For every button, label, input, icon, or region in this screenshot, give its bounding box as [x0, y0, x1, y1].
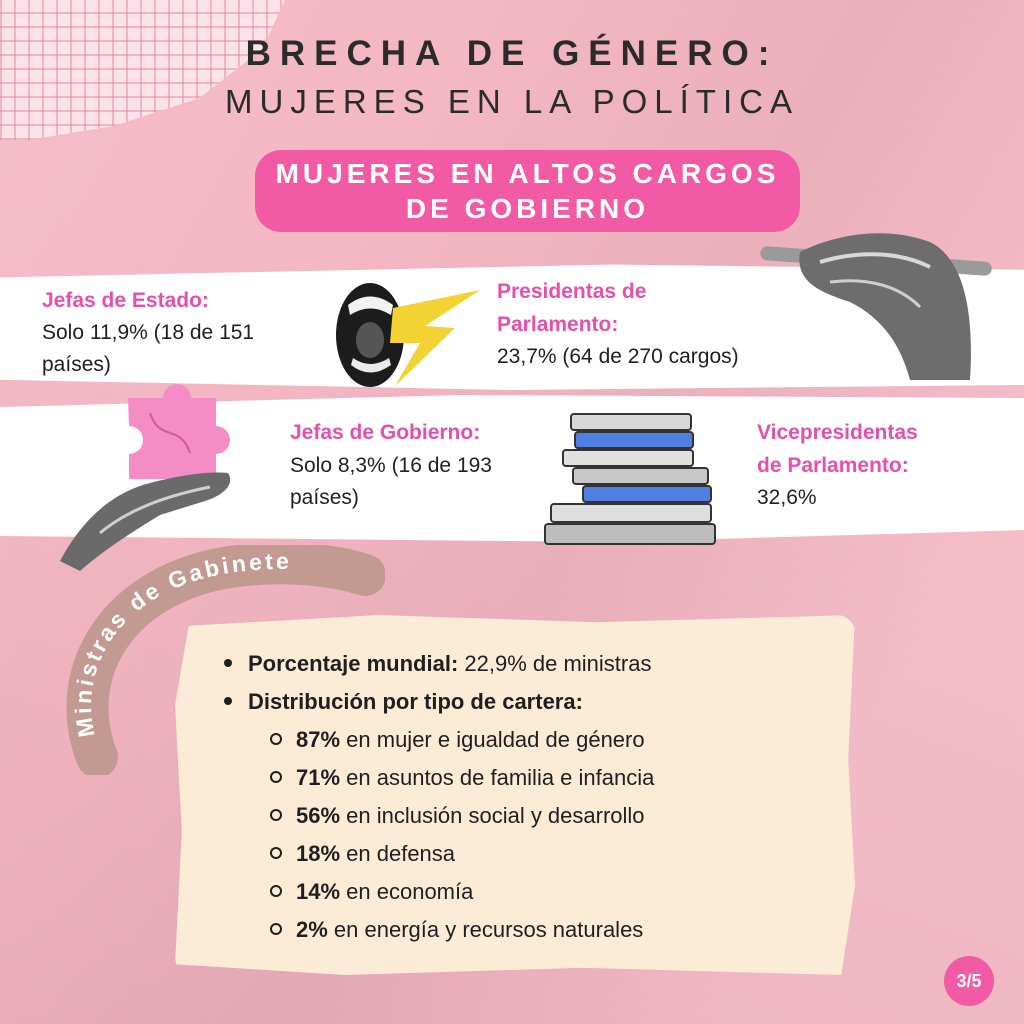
- section-header-line1: MUJERES EN ALTOS CARGOS: [275, 158, 780, 189]
- shouting-mouth-icon: [333, 280, 408, 390]
- ring-bullet-icon: [270, 771, 282, 784]
- sub-item-pct: 56%: [296, 803, 341, 828]
- main-subtitle: MUJERES EN LA POLÍTICA: [225, 83, 799, 120]
- item-label: Porcentaje mundial:: [248, 651, 459, 676]
- list-item: 56% en inclusión social y desarrollo: [218, 797, 654, 835]
- ministras-list: Porcentaje mundial: 22,9% de ministras D…: [218, 645, 654, 949]
- item-label: Distribución por tipo de cartera:: [248, 689, 583, 714]
- ring-bullet-icon: [270, 923, 282, 936]
- bullet-icon: [224, 697, 232, 706]
- list-item: 18% en defensa: [218, 835, 654, 873]
- sub-item-pct: 14%: [296, 879, 341, 904]
- presidentas-parlamento-label-line2: Parlamento:: [497, 313, 619, 336]
- presidentas-parlamento-value: 23,7% (64 de 270 cargos): [497, 345, 739, 368]
- jefas-gobierno-value-line2: países): [290, 486, 359, 509]
- section-header-line2: DE GOBIERNO: [405, 193, 650, 224]
- presidentas-parlamento-label-line1: Presidentas de: [497, 280, 647, 303]
- list-item: 71% en asuntos de familia e infancia: [218, 759, 654, 797]
- list-item: 14% en economía: [218, 873, 654, 911]
- vicepresidentas-parlamento-label-line2: de Parlamento:: [757, 454, 909, 477]
- sub-item-pct: 71%: [296, 765, 341, 790]
- sub-item-pct: 18%: [296, 841, 341, 866]
- ring-bullet-icon: [270, 885, 282, 898]
- jefas-estado-value-line1: Solo 11,9% (18 de 151: [42, 321, 255, 344]
- jefas-estado-label: Jefas de Estado:: [42, 289, 209, 312]
- main-title: BRECHA DE GÉNERO:: [245, 34, 779, 73]
- ministras-card: [175, 615, 855, 975]
- lightning-icon: [385, 288, 485, 388]
- sub-item-text: en economía: [340, 879, 474, 904]
- page-indicator: 3/5: [944, 956, 994, 1006]
- sub-item-text: en mujer e igualdad de género: [340, 727, 645, 752]
- sub-item-pct: 87%: [296, 727, 341, 752]
- ring-bullet-icon: [270, 809, 282, 822]
- hand-with-pencil-icon: [760, 222, 995, 382]
- list-item: Distribución por tipo de cartera:: [218, 683, 654, 721]
- jefas-estado-value-line2: países): [42, 353, 111, 376]
- sub-item-text: en defensa: [340, 841, 456, 866]
- sub-item-text: en inclusión social y desarrollo: [340, 803, 645, 828]
- jefas-gobierno-value-line1: Solo 8,3% (16 de 193: [290, 454, 492, 477]
- list-item: 87% en mujer e igualdad de género: [218, 721, 654, 759]
- sub-item-text: en energía y recursos naturales: [327, 917, 644, 942]
- sub-item-pct: 2%: [296, 917, 328, 942]
- book-stack-icon: [543, 412, 718, 547]
- jefas-gobierno-label: Jefas de Gobierno:: [290, 421, 481, 444]
- section-header-pill: MUJERES EN ALTOS CARGOS DE GOBIERNO: [255, 150, 800, 232]
- sub-item-text: en asuntos de familia e infancia: [340, 765, 655, 790]
- bullet-icon: [224, 659, 232, 668]
- item-text: 22,9% de ministras: [458, 651, 652, 676]
- list-item: 2% en energía y recursos naturales: [218, 911, 654, 949]
- ring-bullet-icon: [270, 847, 282, 860]
- vicepresidentas-parlamento-value: 32,6%: [757, 486, 817, 509]
- list-item: Porcentaje mundial: 22,9% de ministras: [218, 645, 654, 683]
- hand-with-puzzle-icon: [40, 383, 240, 573]
- ring-bullet-icon: [270, 733, 282, 746]
- vicepresidentas-parlamento-label-line1: Vicepresidentas: [757, 421, 918, 444]
